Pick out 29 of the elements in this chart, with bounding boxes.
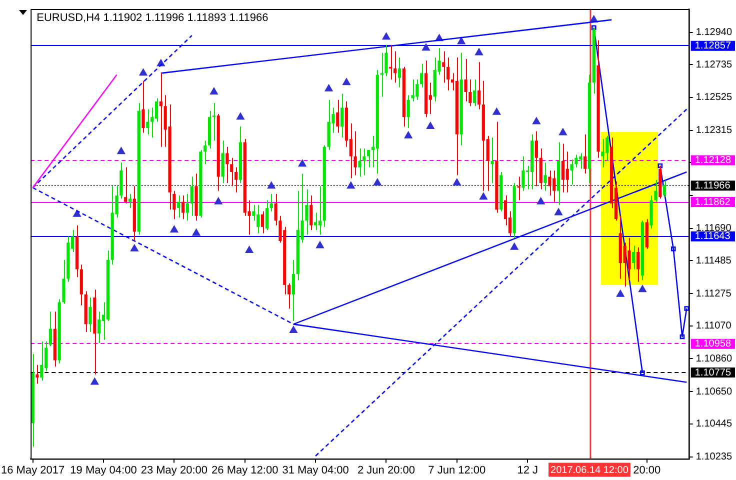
y-tick-label: 1.11485 — [696, 255, 732, 266]
x-tick-label: 31 May 04:00 — [282, 464, 349, 476]
y-tick-label: 1.12525 — [696, 92, 732, 104]
y-tick-label: 1.10860 — [696, 353, 732, 364]
y-tick-label: 1.12315 — [696, 125, 732, 136]
y-tick-label: 1.11070 — [696, 320, 732, 332]
y-tick-label: 1.10235 — [696, 452, 732, 463]
x-tick-label: 20:00 — [633, 464, 661, 476]
x-tick-label: 23 May 20:00 — [140, 464, 208, 476]
x-tick-label: 12 J — [517, 464, 538, 476]
y-tick-label: 1.11275 — [696, 288, 732, 300]
ref-line-label: 1.11862 — [694, 196, 731, 208]
chart-title: EURUSD,H4 1.11902 1.11996 1.11893 1.11966 — [36, 12, 268, 24]
y-tick-label: 1.12735 — [696, 59, 732, 70]
x-tick-label: 16 May 2017 — [1, 464, 65, 476]
y-tick-label: 1.10650 — [696, 386, 732, 398]
ref-line-label: 1.11643 — [694, 231, 731, 242]
ref-line-label: 1.10958 — [694, 338, 732, 350]
x-tick-label: 26 May 12:00 — [212, 464, 278, 476]
y-tick-label: 1.10445 — [696, 418, 732, 430]
ref-line-label: 1.12857 — [694, 40, 732, 52]
x-tick-label: 2017.06.14 12:00 — [550, 465, 629, 476]
x-tick-label: 19 May 04:00 — [70, 464, 137, 476]
y-tick-label: 1.12940 — [696, 27, 732, 38]
x-tick-label: 7 Jun 12:00 — [428, 464, 486, 476]
ref-line-label: 1.10775 — [694, 367, 732, 378]
ref-line-label: 1.11966 — [694, 180, 731, 192]
ref-line-label: 1.12128 — [694, 155, 732, 166]
x-tick-label: 2 Jun 20:00 — [357, 464, 415, 476]
